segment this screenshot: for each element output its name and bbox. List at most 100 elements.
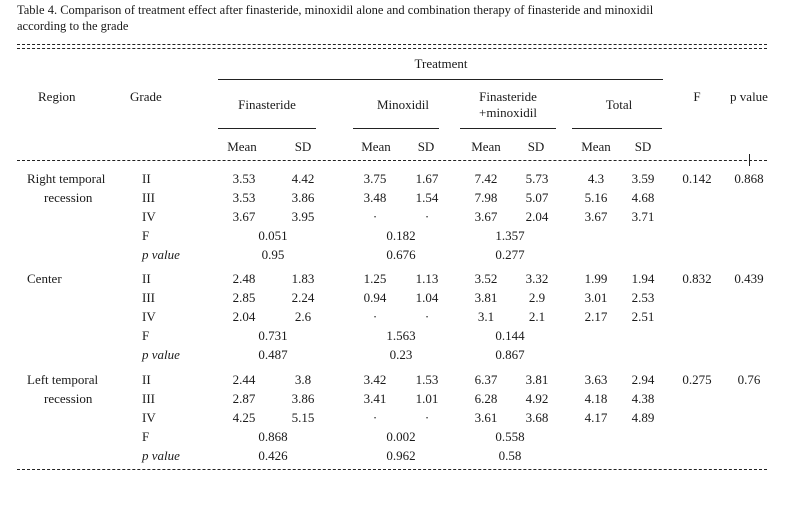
minoxidil-mean-cell: ·	[372, 309, 378, 324]
finasteride-p-value: 0.487	[258, 347, 288, 362]
header-combination-line-2: +minoxidil	[479, 105, 537, 120]
minoxidil-p-value: 0.962	[386, 448, 416, 463]
minoxidil-mean-cell: ·	[372, 410, 378, 425]
grade-label: IV	[142, 309, 156, 324]
finasteride-mean-cell: 3.53	[232, 171, 256, 186]
header-treatment: Treatment	[414, 56, 468, 71]
caption-line-2: according to the grade	[17, 19, 129, 33]
finasteride-f-value: 0.051	[258, 228, 288, 243]
bottom-rule	[17, 469, 767, 470]
minoxidil-sd-cell: 1.54	[415, 190, 439, 205]
region-label: Left temporal	[27, 372, 99, 387]
total-sd-cell: 2.53	[631, 290, 655, 305]
minoxidil-sd-cell: 1.13	[415, 271, 439, 286]
finasteride-mean-cell: 2.48	[232, 271, 256, 286]
region-label-line-2: recession	[44, 190, 93, 205]
finasteride-sd-cell: 3.86	[291, 190, 315, 205]
header-finasteride: Finasteride	[238, 97, 296, 112]
header-grade: Grade	[130, 89, 162, 104]
header-finasteride-mean: Mean	[227, 139, 257, 154]
f-row-label: F	[142, 328, 150, 343]
finasteride-mean-cell: 2.87	[232, 391, 256, 406]
finasteride-mean-cell: 2.85	[232, 290, 256, 305]
finasteride-rule	[218, 128, 316, 129]
finasteride-mean-cell: 3.67	[232, 209, 256, 224]
header-combination-line-1: Finasteride	[479, 89, 537, 104]
finasteride-sd-cell: 2.6	[294, 309, 312, 324]
minoxidil-mean-cell: 3.75	[363, 171, 387, 186]
minoxidil-sd-cell: ·	[424, 309, 430, 324]
total-sd-cell: 4.68	[631, 190, 655, 205]
header-minoxidil-mean: Mean	[361, 139, 391, 154]
grade-label: III	[142, 391, 155, 406]
total-mean-cell: 4.18	[584, 391, 608, 406]
minoxidil-mean-cell: ·	[372, 209, 378, 224]
f-row-label: F	[142, 228, 150, 243]
finasteride-sd-cell: 3.95	[291, 209, 315, 224]
minoxidil-mean-cell: 1.25	[363, 271, 387, 286]
minoxidil-sd-cell: 1.67	[415, 171, 439, 186]
total-rule	[572, 128, 662, 129]
total-sd-cell: 2.51	[631, 309, 655, 324]
grade-label: II	[142, 372, 151, 387]
minoxidil-p-value: 0.676	[386, 247, 416, 262]
grade-label: II	[142, 171, 151, 186]
header-total: Total	[605, 97, 633, 112]
total-mean-cell: 2.17	[584, 309, 608, 324]
top-double-rule	[17, 44, 767, 49]
total-mean-cell: 4.17	[584, 410, 608, 425]
combination-f-value: 0.558	[495, 429, 525, 444]
combination-mean-cell: 6.28	[474, 391, 498, 406]
header-f: F	[693, 89, 701, 104]
finasteride-f-value: 0.731	[258, 328, 288, 343]
combination-sd-cell: 3.68	[525, 410, 549, 425]
minoxidil-mean-cell: 0.94	[363, 290, 387, 305]
minoxidil-mean-cell: 3.48	[363, 190, 387, 205]
region-label-line-2: recession	[44, 391, 93, 406]
finasteride-sd-cell: 3.86	[291, 391, 315, 406]
combination-mean-cell: 3.81	[474, 290, 498, 305]
minoxidil-mean-cell: 3.41	[363, 391, 387, 406]
group-p-value: 0.439	[734, 271, 764, 286]
minoxidil-sd-cell: 1.04	[415, 290, 439, 305]
group-f-value: 0.142	[682, 171, 712, 186]
header-combination-sd: SD	[527, 139, 545, 154]
finasteride-sd-cell: 5.15	[291, 410, 315, 425]
total-sd-cell: 3.71	[631, 209, 655, 224]
header-p-value: p value	[730, 89, 768, 104]
finasteride-mean-cell: 4.25	[232, 410, 256, 425]
total-mean-cell: 4.3	[587, 171, 605, 186]
total-mean-cell: 3.01	[584, 290, 608, 305]
f-row-label: F	[142, 429, 150, 444]
total-mean-cell: 3.67	[584, 209, 608, 224]
p-value-row-label: p value	[142, 247, 180, 262]
combination-f-value: 0.144	[495, 328, 525, 343]
total-mean-cell: 1.99	[584, 271, 608, 286]
header-total-sd: SD	[634, 139, 652, 154]
combination-mean-cell: 6.37	[474, 372, 498, 387]
minoxidil-mean-cell: 3.42	[363, 372, 387, 387]
header-minoxidil-sd: SD	[417, 139, 435, 154]
finasteride-sd-cell: 1.83	[291, 271, 315, 286]
total-mean-cell: 5.16	[584, 190, 608, 205]
combination-mean-cell: 3.67	[474, 209, 498, 224]
total-mean-cell: 3.63	[584, 372, 608, 387]
total-sd-cell: 1.94	[631, 271, 655, 286]
grade-label: IV	[142, 410, 156, 425]
minoxidil-sd-cell: 1.53	[415, 372, 439, 387]
minoxidil-sd-cell: ·	[424, 209, 430, 224]
minoxidil-f-value: 1.563	[386, 328, 416, 343]
combination-sd-cell: 2.9	[528, 290, 546, 305]
header-bottom-rule	[17, 160, 767, 161]
combination-sd-cell: 2.04	[525, 209, 549, 224]
total-sd-cell: 2.94	[631, 372, 655, 387]
group-f-value: 0.275	[682, 372, 712, 387]
minoxidil-sd-cell: ·	[424, 410, 430, 425]
finasteride-mean-cell: 2.04	[232, 309, 256, 324]
header-combination-mean: Mean	[471, 139, 501, 154]
finasteride-sd-cell: 4.42	[291, 171, 315, 186]
finasteride-sd-cell: 2.24	[291, 290, 315, 305]
minoxidil-f-value: 0.002	[386, 429, 416, 444]
combination-mean-cell: 3.1	[477, 309, 495, 324]
grade-label: III	[142, 190, 155, 205]
